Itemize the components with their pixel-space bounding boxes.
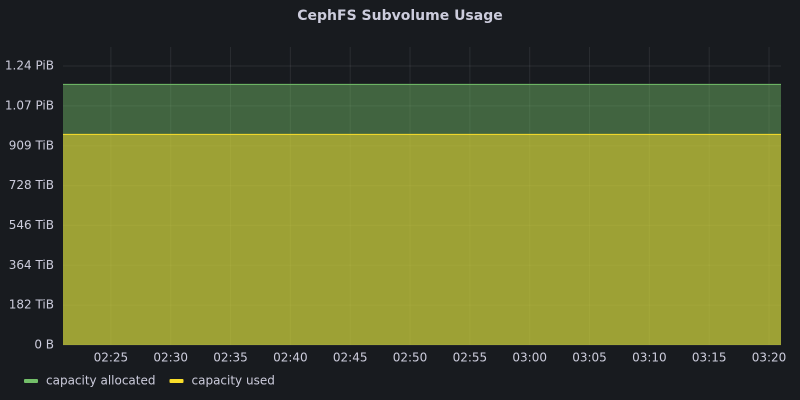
legend-label: capacity used [192,374,275,388]
x-tick-label: 02:35 [213,351,248,365]
area-fill [63,134,781,345]
x-tick-label: 03:00 [512,351,547,365]
x-tick-label: 02:25 [94,351,129,365]
y-tick-label: 364 TiB [9,258,54,272]
y-tick-label: 1.07 PiB [5,98,54,112]
y-tick-label: 728 TiB [9,178,54,192]
y-tick-label: 909 TiB [9,138,54,152]
legend-swatch [24,379,38,383]
x-tick-label: 02:50 [393,351,428,365]
x-tick-label: 03:05 [572,351,607,365]
legend-swatch [169,379,184,383]
chart-title: CephFS Subvolume Usage [297,8,502,24]
legend-label: capacity allocated [46,374,156,388]
y-tick-label: 1.24 PiB [5,59,54,73]
x-tick-label: 02:45 [333,351,368,365]
y-tick-label: 182 TiB [9,298,54,312]
y-tick-label: 546 TiB [9,218,54,232]
x-tick-label: 02:40 [273,351,308,365]
x-tick-label: 02:55 [453,351,488,365]
y-tick-label: 0 B [34,338,54,352]
x-tick-label: 03:20 [752,351,787,365]
x-tick-label: 02:30 [153,351,188,365]
x-tick-label: 03:15 [692,351,727,365]
x-tick-label: 03:10 [632,351,667,365]
